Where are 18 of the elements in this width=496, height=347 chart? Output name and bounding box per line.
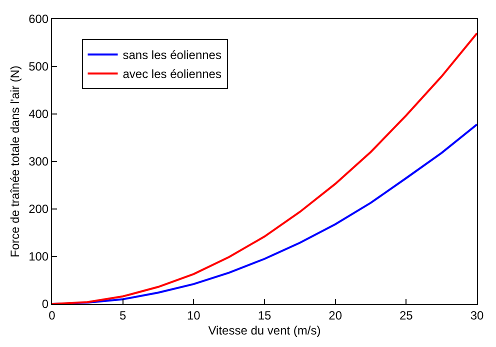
y-tick-label: 0 — [42, 297, 49, 312]
y-tick-label: 100 — [28, 250, 49, 264]
x-tick-label: 30 — [470, 308, 484, 322]
y-tick-label: 300 — [28, 154, 49, 169]
legend-label: avec les éoliennes — [122, 67, 222, 82]
y-tick-label: 400 — [28, 107, 49, 122]
x-axis-title: Vitesse du vent (m/s) — [208, 323, 321, 338]
x-tick-label: 10 — [186, 308, 201, 322]
x-tick-label: 15 — [258, 308, 272, 322]
x-tick-label: 20 — [328, 308, 342, 322]
y-tick-label: 500 — [28, 60, 49, 74]
x-tick-label: 5 — [119, 308, 126, 322]
y-tick-label: 600 — [28, 12, 49, 26]
legend-label: sans les éoliennes — [122, 48, 222, 62]
x-tick-label: 25 — [399, 308, 414, 322]
line-series — [52, 32, 477, 304]
y-axis-title: Force de traînée totale dans l'air (N) — [8, 66, 22, 258]
y-tick-label: 200 — [28, 202, 49, 216]
